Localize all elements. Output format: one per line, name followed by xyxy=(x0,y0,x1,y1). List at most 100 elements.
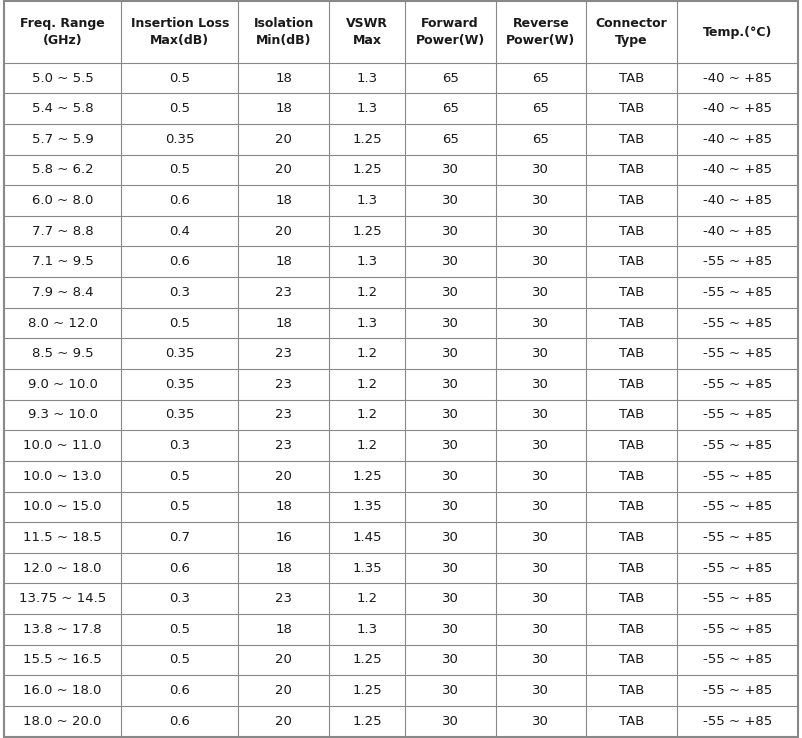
Text: 30: 30 xyxy=(533,163,549,176)
Text: 7.9 ~ 8.4: 7.9 ~ 8.4 xyxy=(32,286,93,299)
Text: TAB: TAB xyxy=(619,408,644,421)
Text: 8.0 ~ 12.0: 8.0 ~ 12.0 xyxy=(27,317,98,330)
Text: 0.5: 0.5 xyxy=(169,163,190,176)
Text: 5.8 ~ 6.2: 5.8 ~ 6.2 xyxy=(32,163,93,176)
Text: 5.4 ~ 5.8: 5.4 ~ 5.8 xyxy=(32,102,93,115)
Text: -55 ~ +85: -55 ~ +85 xyxy=(703,469,772,483)
Text: Temp.(°C): Temp.(°C) xyxy=(703,26,772,38)
Text: Forward
Power(W): Forward Power(W) xyxy=(415,18,484,46)
Text: 8.5 ~ 9.5: 8.5 ~ 9.5 xyxy=(32,347,93,360)
Text: 1.3: 1.3 xyxy=(356,623,378,636)
Text: TAB: TAB xyxy=(619,255,644,269)
Text: -55 ~ +85: -55 ~ +85 xyxy=(703,286,772,299)
Text: 1.2: 1.2 xyxy=(356,408,378,421)
Text: 18: 18 xyxy=(275,194,292,207)
Text: 30: 30 xyxy=(442,562,459,575)
Text: 30: 30 xyxy=(533,255,549,269)
Text: 0.5: 0.5 xyxy=(169,500,190,514)
Text: 30: 30 xyxy=(442,378,459,391)
Text: 30: 30 xyxy=(442,623,459,636)
Text: 1.35: 1.35 xyxy=(352,500,382,514)
Text: 65: 65 xyxy=(442,102,459,115)
Text: 20: 20 xyxy=(275,224,292,238)
Text: TAB: TAB xyxy=(619,224,644,238)
Text: 30: 30 xyxy=(442,592,459,605)
Text: -55 ~ +85: -55 ~ +85 xyxy=(703,714,772,728)
Text: 0.5: 0.5 xyxy=(169,653,190,666)
Text: -40 ~ +85: -40 ~ +85 xyxy=(703,224,772,238)
Text: 30: 30 xyxy=(533,347,549,360)
Text: TAB: TAB xyxy=(619,133,644,146)
Text: 6.0 ~ 8.0: 6.0 ~ 8.0 xyxy=(32,194,93,207)
Text: 16: 16 xyxy=(275,531,292,544)
Text: 65: 65 xyxy=(533,133,549,146)
Text: 18: 18 xyxy=(275,317,292,330)
Text: 30: 30 xyxy=(533,378,549,391)
Text: 20: 20 xyxy=(275,163,292,176)
Text: 30: 30 xyxy=(533,224,549,238)
Text: Connector
Type: Connector Type xyxy=(596,18,667,46)
Text: 20: 20 xyxy=(275,133,292,146)
Text: TAB: TAB xyxy=(619,163,644,176)
Text: -40 ~ +85: -40 ~ +85 xyxy=(703,72,772,85)
Text: 20: 20 xyxy=(275,714,292,728)
Text: 30: 30 xyxy=(442,531,459,544)
Text: 65: 65 xyxy=(442,72,459,85)
Text: 9.3 ~ 10.0: 9.3 ~ 10.0 xyxy=(27,408,98,421)
Text: 1.2: 1.2 xyxy=(356,378,378,391)
Text: 30: 30 xyxy=(442,469,459,483)
Text: -55 ~ +85: -55 ~ +85 xyxy=(703,439,772,452)
Text: -40 ~ +85: -40 ~ +85 xyxy=(703,102,772,115)
Text: 0.6: 0.6 xyxy=(169,562,190,575)
Text: 1.25: 1.25 xyxy=(352,653,382,666)
Text: 1.35: 1.35 xyxy=(352,562,382,575)
Text: TAB: TAB xyxy=(619,194,644,207)
Text: 23: 23 xyxy=(275,408,292,421)
Text: 5.0 ~ 5.5: 5.0 ~ 5.5 xyxy=(32,72,94,85)
Text: 7.7 ~ 8.8: 7.7 ~ 8.8 xyxy=(32,224,93,238)
Text: 0.3: 0.3 xyxy=(169,592,190,605)
Text: Freq. Range
(GHz): Freq. Range (GHz) xyxy=(20,18,105,46)
Text: 65: 65 xyxy=(442,133,459,146)
Text: -40 ~ +85: -40 ~ +85 xyxy=(703,133,772,146)
Text: 0.35: 0.35 xyxy=(165,378,195,391)
Text: -40 ~ +85: -40 ~ +85 xyxy=(703,194,772,207)
Text: -55 ~ +85: -55 ~ +85 xyxy=(703,378,772,391)
Text: -55 ~ +85: -55 ~ +85 xyxy=(703,684,772,697)
Text: 0.4: 0.4 xyxy=(169,224,190,238)
Text: 30: 30 xyxy=(533,562,549,575)
Text: 13.8 ~ 17.8: 13.8 ~ 17.8 xyxy=(23,623,102,636)
Text: 18: 18 xyxy=(275,500,292,514)
Text: TAB: TAB xyxy=(619,72,644,85)
Text: TAB: TAB xyxy=(619,102,644,115)
Text: -40 ~ +85: -40 ~ +85 xyxy=(703,163,772,176)
Text: 30: 30 xyxy=(533,439,549,452)
Text: 1.3: 1.3 xyxy=(356,194,378,207)
Text: TAB: TAB xyxy=(619,653,644,666)
Text: 0.6: 0.6 xyxy=(169,255,190,269)
Text: -55 ~ +85: -55 ~ +85 xyxy=(703,255,772,269)
Text: 16.0 ~ 18.0: 16.0 ~ 18.0 xyxy=(23,684,102,697)
Text: TAB: TAB xyxy=(619,500,644,514)
Text: 30: 30 xyxy=(533,286,549,299)
Text: 0.6: 0.6 xyxy=(169,714,190,728)
Text: -55 ~ +85: -55 ~ +85 xyxy=(703,500,772,514)
Text: 1.2: 1.2 xyxy=(356,347,378,360)
Text: 1.45: 1.45 xyxy=(352,531,382,544)
Text: TAB: TAB xyxy=(619,623,644,636)
Text: TAB: TAB xyxy=(619,562,644,575)
Text: 0.3: 0.3 xyxy=(169,286,190,299)
Text: 30: 30 xyxy=(533,194,549,207)
Text: 23: 23 xyxy=(275,286,292,299)
Text: 1.25: 1.25 xyxy=(352,714,382,728)
Text: 12.0 ~ 18.0: 12.0 ~ 18.0 xyxy=(23,562,102,575)
Text: 23: 23 xyxy=(275,592,292,605)
Text: 30: 30 xyxy=(533,653,549,666)
Text: 1.3: 1.3 xyxy=(356,317,378,330)
Text: TAB: TAB xyxy=(619,286,644,299)
Text: TAB: TAB xyxy=(619,347,644,360)
Text: 30: 30 xyxy=(442,347,459,360)
Text: 10.0 ~ 11.0: 10.0 ~ 11.0 xyxy=(23,439,102,452)
Text: 30: 30 xyxy=(442,194,459,207)
Text: 30: 30 xyxy=(533,623,549,636)
